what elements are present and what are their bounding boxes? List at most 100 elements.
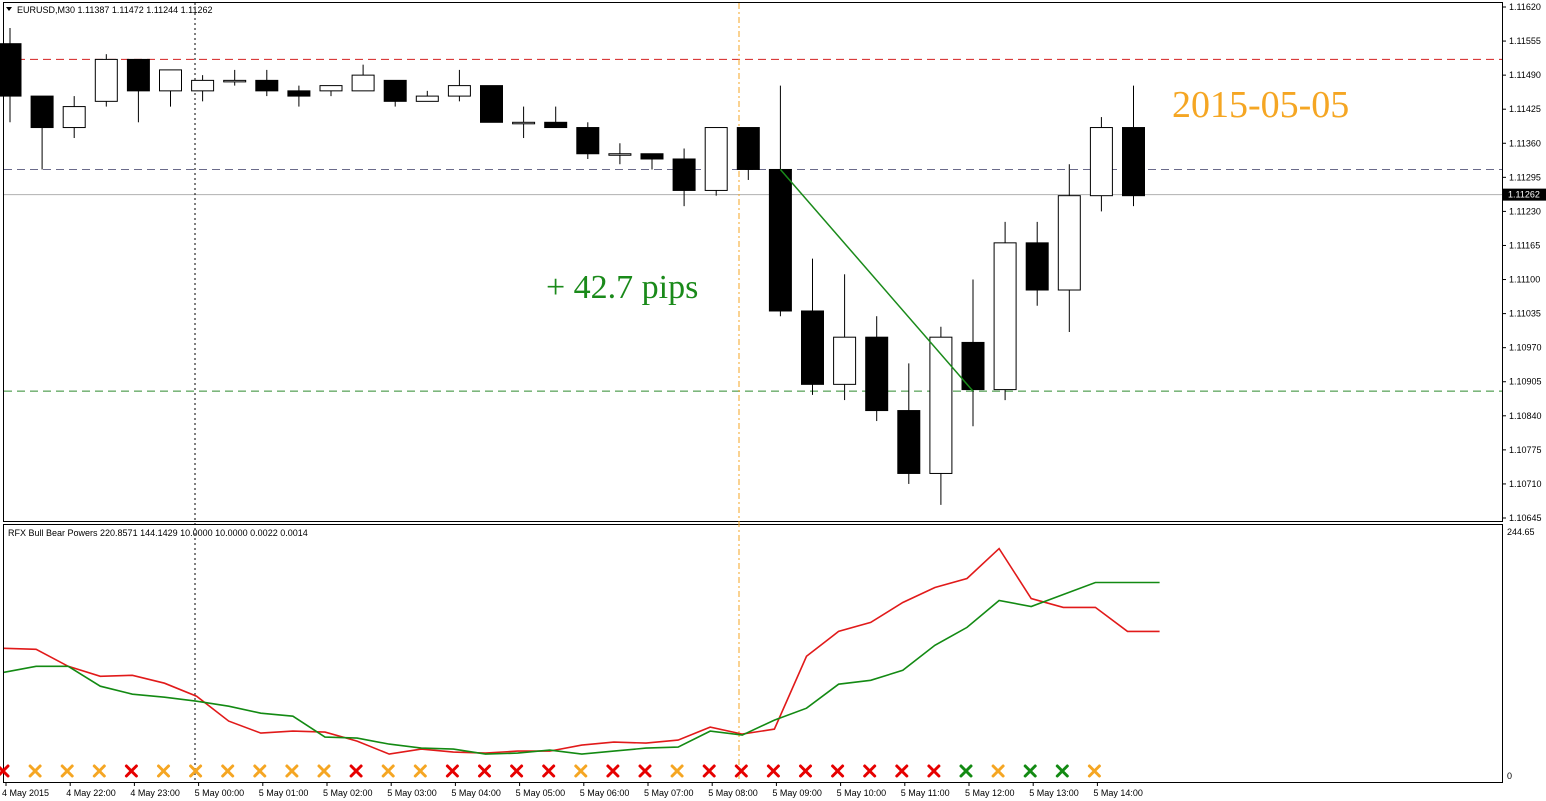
price-tick-label: 1.11360 [1509,138,1541,148]
bullish-candle [704,127,728,191]
bearish-candle [126,58,150,92]
time-tick-label: 5 May 03:00 [387,788,437,798]
bearish-candle [961,341,985,391]
bull-power-line [3,581,1160,755]
time-tick-label: 4 May 23:00 [130,788,180,798]
bearish-candle [801,310,824,385]
price-tick-label: 1.11165 [1509,240,1540,250]
bearish-candle [0,43,22,97]
orange-signal-x-icon [253,764,267,778]
orange-signal-x-icon [317,764,331,778]
bearish-candle [1025,242,1049,291]
red-signal-x-icon [831,764,845,778]
green-signal-x-icon [1055,764,1069,778]
signal-markers [0,764,1101,778]
bearish-candle [768,168,792,312]
time-tick-label: 4 May 2015 [2,788,49,798]
orange-signal-x-icon [413,764,427,778]
indicator-title: RFX Bull Bear Powers 220.8571 144.1429 1… [8,528,308,538]
price-tick-label: 1.11555 [1509,36,1541,46]
pips-annotation: + 42.7 pips [546,269,698,306]
price-tick-label: 1.11100 [1509,275,1540,285]
bearish-candle [640,153,664,160]
bearish-candle [544,121,568,129]
bearish-candle [1122,127,1145,197]
time-tick-label: 5 May 08:00 [708,788,758,798]
orange-signal-x-icon [670,764,684,778]
indicator-tick-label: 244.65 [1507,527,1535,537]
bearish-candle [287,90,311,97]
bullish-candle [191,79,215,92]
red-signal-x-icon [349,764,363,778]
red-signal-x-icon [702,764,716,778]
time-tick-label: 5 May 06:00 [580,788,630,798]
price-tick-label: 1.10710 [1509,479,1542,489]
price-tick-label: 1.10645 [1509,513,1542,523]
orange-signal-x-icon [92,764,106,778]
time-tick-label: 5 May 07:00 [644,788,694,798]
time-tick-label: 5 May 12:00 [965,788,1015,798]
time-tick-label: 5 May 14:00 [1093,788,1143,798]
red-signal-x-icon [124,764,138,778]
price-tick-label: 1.11295 [1509,172,1541,182]
time-tick-label: 5 May 09:00 [772,788,822,798]
orange-signal-x-icon [991,764,1005,778]
red-signal-x-icon [445,764,459,778]
red-signal-x-icon [895,764,909,778]
time-tick-label: 5 May 02:00 [323,788,373,798]
chart-menu-triangle-icon[interactable] [6,7,12,11]
bearish-candle [897,410,921,474]
red-signal-x-icon [638,764,652,778]
orange-signal-x-icon [28,764,42,778]
red-signal-x-icon [766,764,780,778]
candlesticks [0,27,1145,505]
orange-signal-x-icon [60,764,74,778]
bearish-candle [672,158,696,191]
orange-signal-x-icon [157,764,170,778]
time-tick-label: 5 May 00:00 [195,788,245,798]
green-signal-x-icon [1023,764,1037,778]
price-panel[interactable] [3,2,1503,522]
green-signal-x-icon [959,764,973,778]
current-price-label: 1.11262 [1508,190,1540,200]
bullish-candle [833,336,857,385]
price-tick-label: 1.11620 [1509,2,1541,12]
red-signal-x-icon [799,764,812,778]
bullish-candle [608,153,632,156]
orange-signal-x-icon [1087,764,1101,778]
bullish-candle [319,85,343,92]
bullish-candle [159,69,182,92]
red-signal-x-icon [927,764,941,778]
time-tick-label: 5 May 04:00 [451,788,501,798]
orange-signal-x-icon [381,764,395,778]
trend-line-group [779,168,974,392]
price-tick-label: 1.11490 [1509,70,1541,80]
bullish-candle [447,85,471,97]
bullish-candle [415,95,439,102]
date-annotation: 2015-05-05 [1172,84,1349,126]
bullish-candle [351,74,375,92]
bearish-candle [576,127,600,155]
orange-signal-x-icon [189,764,203,778]
red-signal-x-icon [606,764,620,778]
indicator-tick-label: 0 [1507,771,1512,781]
time-tick-label: 5 May 05:00 [516,788,566,798]
bullish-candle [993,242,1017,391]
time-tick-label: 5 May 13:00 [1029,788,1079,798]
time-tick-label: 5 May 11:00 [901,788,950,798]
red-signal-x-icon [863,764,877,778]
price-tick-label: 1.10775 [1509,445,1542,455]
red-signal-x-icon [542,764,556,778]
price-tick-label: 1.11035 [1509,309,1541,319]
orange-signal-x-icon [574,764,588,778]
red-signal-x-icon [478,764,491,778]
bullish-candle [929,336,953,474]
price-tick-label: 1.11425 [1509,104,1541,114]
price-tick-label: 1.10970 [1509,343,1542,353]
indicator-panel[interactable] [3,524,1503,783]
orange-signal-x-icon [221,764,235,778]
time-tick-label: 5 May 10:00 [837,788,887,798]
orange-signal-x-icon [285,764,299,778]
bullish-candle [1057,195,1081,291]
